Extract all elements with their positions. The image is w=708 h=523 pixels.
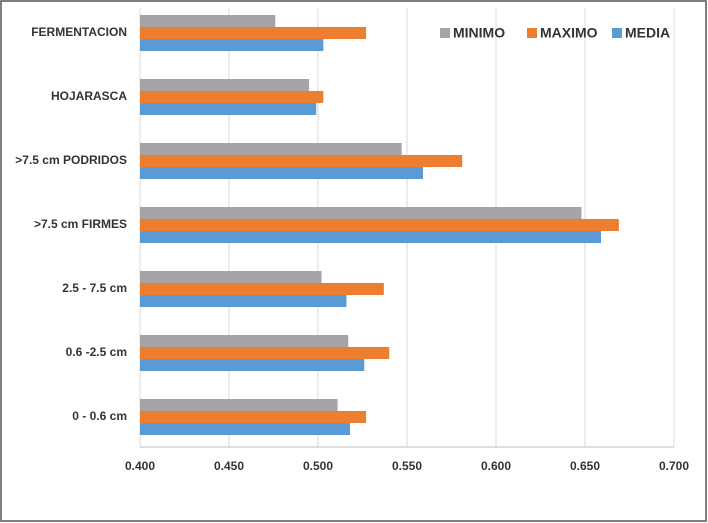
bar	[140, 103, 317, 115]
bar	[140, 231, 602, 243]
bar	[140, 335, 349, 347]
y-tick-label: >7.5 cm FIRMES	[34, 217, 127, 231]
y-tick-label: 2.5 - 7.5 cm	[62, 281, 127, 295]
x-tick-label: 0.550	[392, 459, 422, 473]
legend-label: MINIMO	[453, 25, 505, 41]
x-tick-label: 0.650	[570, 459, 600, 473]
y-tick-label: 0.6 -2.5 cm	[66, 345, 127, 359]
y-tick-label: >7.5 cm PODRIDOS	[15, 153, 127, 167]
y-tick-label: HOJARASCA	[51, 89, 127, 103]
bar	[140, 207, 582, 219]
y-tick-label: FERMENTACION	[31, 25, 127, 39]
bar	[140, 271, 322, 283]
bar	[140, 155, 463, 167]
bar	[140, 91, 324, 103]
bar	[140, 219, 619, 231]
y-tick-label: 0 - 0.6 cm	[72, 409, 127, 423]
bar	[140, 399, 338, 411]
legend-swatch	[612, 28, 622, 38]
bar	[140, 283, 384, 295]
bar	[140, 39, 324, 51]
bar	[140, 347, 390, 359]
x-tick-label: 0.400	[125, 459, 155, 473]
bar	[140, 423, 351, 435]
bar	[140, 79, 310, 91]
x-tick-label: 0.600	[481, 459, 511, 473]
legend-swatch	[527, 28, 537, 38]
legend-label: MEDIA	[625, 25, 670, 41]
x-tick-label: 0.450	[214, 459, 244, 473]
bar	[140, 143, 402, 155]
bar	[140, 27, 367, 39]
x-tick-label: 0.500	[303, 459, 333, 473]
x-tick-label: 0.700	[659, 459, 689, 473]
bar	[140, 15, 276, 27]
legend-label: MAXIMO	[540, 25, 598, 41]
bar	[140, 359, 365, 371]
bar	[140, 295, 347, 307]
bar	[140, 167, 424, 179]
legend-swatch	[440, 28, 450, 38]
bar	[140, 411, 367, 423]
